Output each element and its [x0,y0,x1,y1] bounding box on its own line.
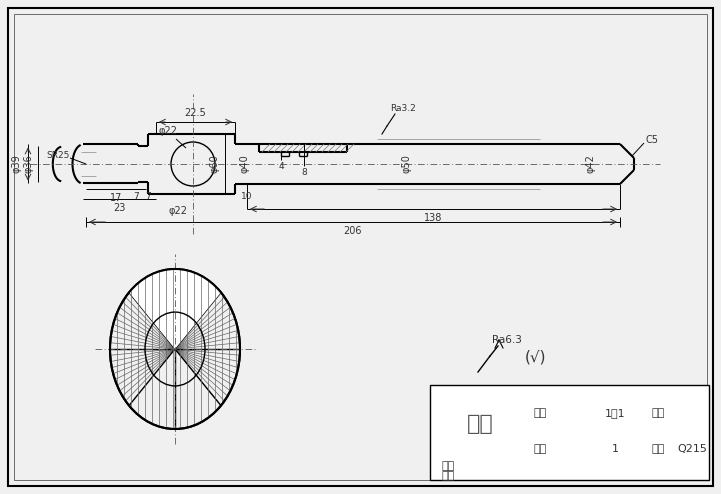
Text: 1: 1 [611,444,619,454]
Text: φ39: φ39 [12,155,22,173]
Text: 4: 4 [278,162,284,171]
Text: φ22: φ22 [159,126,177,136]
Text: 7: 7 [133,192,139,201]
Text: 17: 17 [110,193,122,203]
Text: 23: 23 [112,203,125,213]
Bar [430,385,709,480]
Text: 10: 10 [241,192,252,201]
Text: 数量: 数量 [534,444,547,454]
Text: φ42: φ42 [585,155,595,173]
Polygon shape [129,269,221,349]
Text: 138: 138 [424,213,442,223]
Text: 206: 206 [344,226,362,236]
Text: 比例: 比例 [534,408,547,418]
Text: (√): (√) [525,349,547,364]
Text: Ra6.3: Ra6.3 [492,335,522,345]
Text: 7: 7 [145,192,151,201]
Text: 学号: 学号 [651,408,665,418]
Text: 材料: 材料 [651,444,665,454]
Text: SR25: SR25 [47,152,70,161]
Text: 螺杆: 螺杆 [466,414,493,434]
Text: Ra3.2: Ra3.2 [390,104,416,113]
Text: φ60: φ60 [209,155,219,173]
Text: φ40: φ40 [239,155,249,173]
Text: C5: C5 [645,135,658,145]
Text: 8: 8 [301,168,307,177]
Text: 22.5: 22.5 [184,108,206,118]
Text: φ50: φ50 [402,155,412,173]
Text: 审核: 审核 [441,471,455,481]
Text: Q215: Q215 [677,444,707,454]
Text: φ36: φ36 [23,155,33,173]
Text: φ22: φ22 [169,206,187,216]
Text: 制图: 制图 [441,461,455,471]
Text: 1：1: 1：1 [605,408,625,418]
